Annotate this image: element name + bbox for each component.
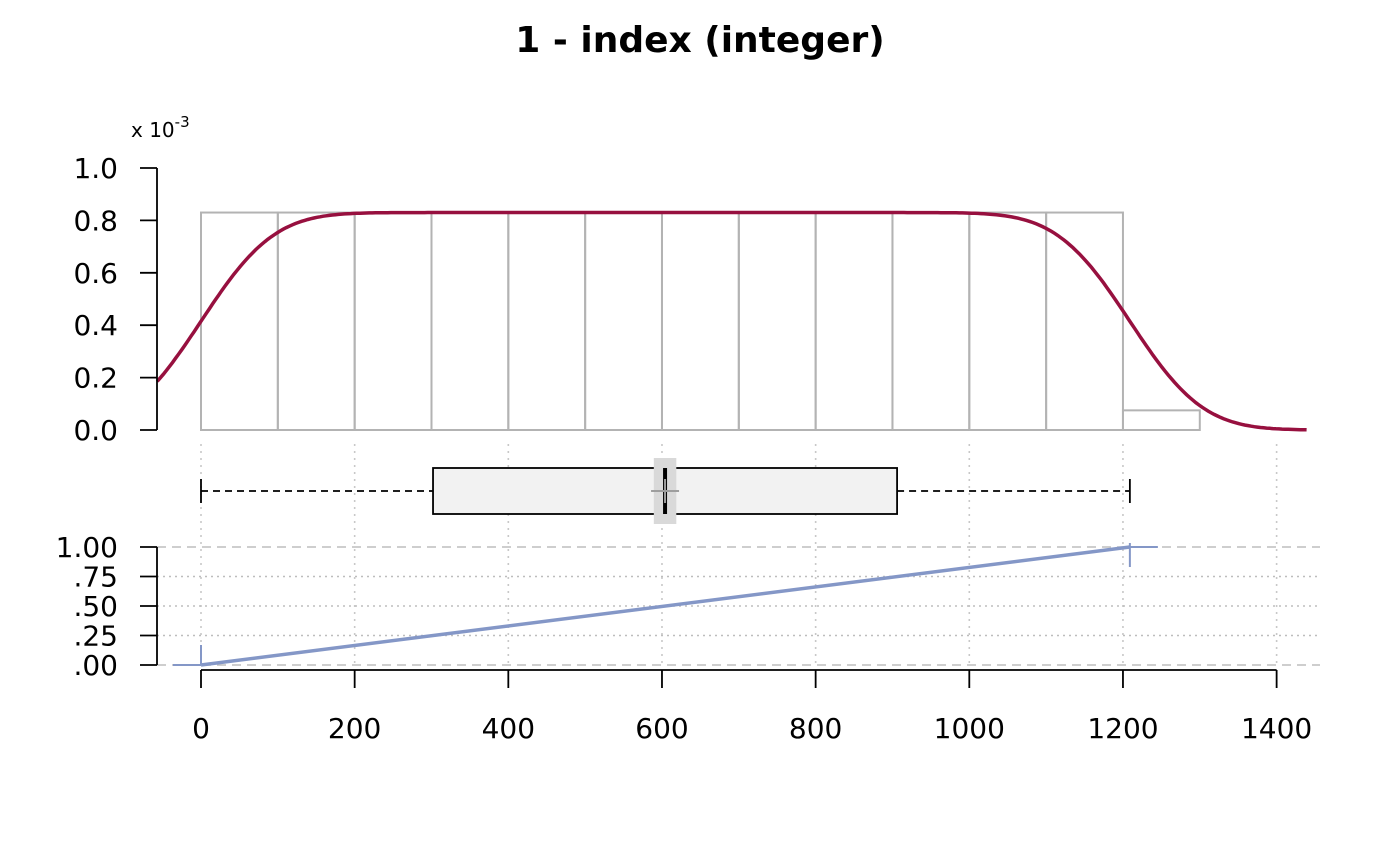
chart-title: 1 - index (integer) xyxy=(515,20,884,61)
x-tick-label: 1000 xyxy=(934,712,1005,745)
axes: 0.0 0.2 0.4 0.6 0.8 1.0 .00.25.50.751.00 0 200 40… xyxy=(56,152,1313,745)
y-scale-label: x 10-3 xyxy=(131,113,190,142)
histogram-bar xyxy=(968,211,1048,431)
density-y-tick-label: 0.4 xyxy=(73,309,118,342)
histogram-bar xyxy=(814,211,894,431)
histogram-bar xyxy=(276,211,356,431)
histogram-bins xyxy=(200,211,1201,432)
x-tick-label: 1200 xyxy=(1087,712,1158,745)
density-y-tick-label: 0.2 xyxy=(73,362,118,395)
y-scale-base: x 10 xyxy=(131,118,175,142)
x-tick-label: 200 xyxy=(328,712,381,745)
histogram-bar xyxy=(507,211,587,431)
histogram-bar xyxy=(1045,211,1124,431)
histogram-bar xyxy=(584,211,663,431)
histogram-bar xyxy=(353,211,433,431)
histogram-bar xyxy=(430,211,510,431)
ecdf-line xyxy=(200,545,1131,667)
ecdf-y-tick-label: 1.00 xyxy=(56,531,118,564)
x-tick-label: 400 xyxy=(482,712,535,745)
density-y-tick-label: 0.8 xyxy=(73,204,118,237)
ecdf-y-tick-label: .75 xyxy=(73,561,118,594)
histogram-bar xyxy=(1121,409,1201,432)
x-tick-label: 1400 xyxy=(1241,712,1312,745)
ecdf-series xyxy=(173,543,1158,667)
boxplot xyxy=(200,458,1131,524)
x-tick-label: 800 xyxy=(789,712,842,745)
x-tick-label: 0 xyxy=(192,712,210,745)
density-y-tick-label: 0.0 xyxy=(73,414,118,447)
ecdf-y-tick-label: .25 xyxy=(73,620,118,653)
histogram-bar xyxy=(891,211,971,431)
density-y-tick-label: 1.0 xyxy=(73,152,118,185)
y-scale-exponent: -3 xyxy=(175,113,190,131)
ecdf-y-tick-label: .50 xyxy=(73,590,118,623)
histogram-bar xyxy=(200,211,279,431)
x-tick-label: 600 xyxy=(635,712,688,745)
ecdf-y-tick-label: .00 xyxy=(73,649,118,682)
histogram-bar xyxy=(660,211,740,431)
density-curve xyxy=(155,210,1307,432)
histogram-bar xyxy=(737,211,817,431)
density-y-tick-label: 0.6 xyxy=(73,257,118,290)
